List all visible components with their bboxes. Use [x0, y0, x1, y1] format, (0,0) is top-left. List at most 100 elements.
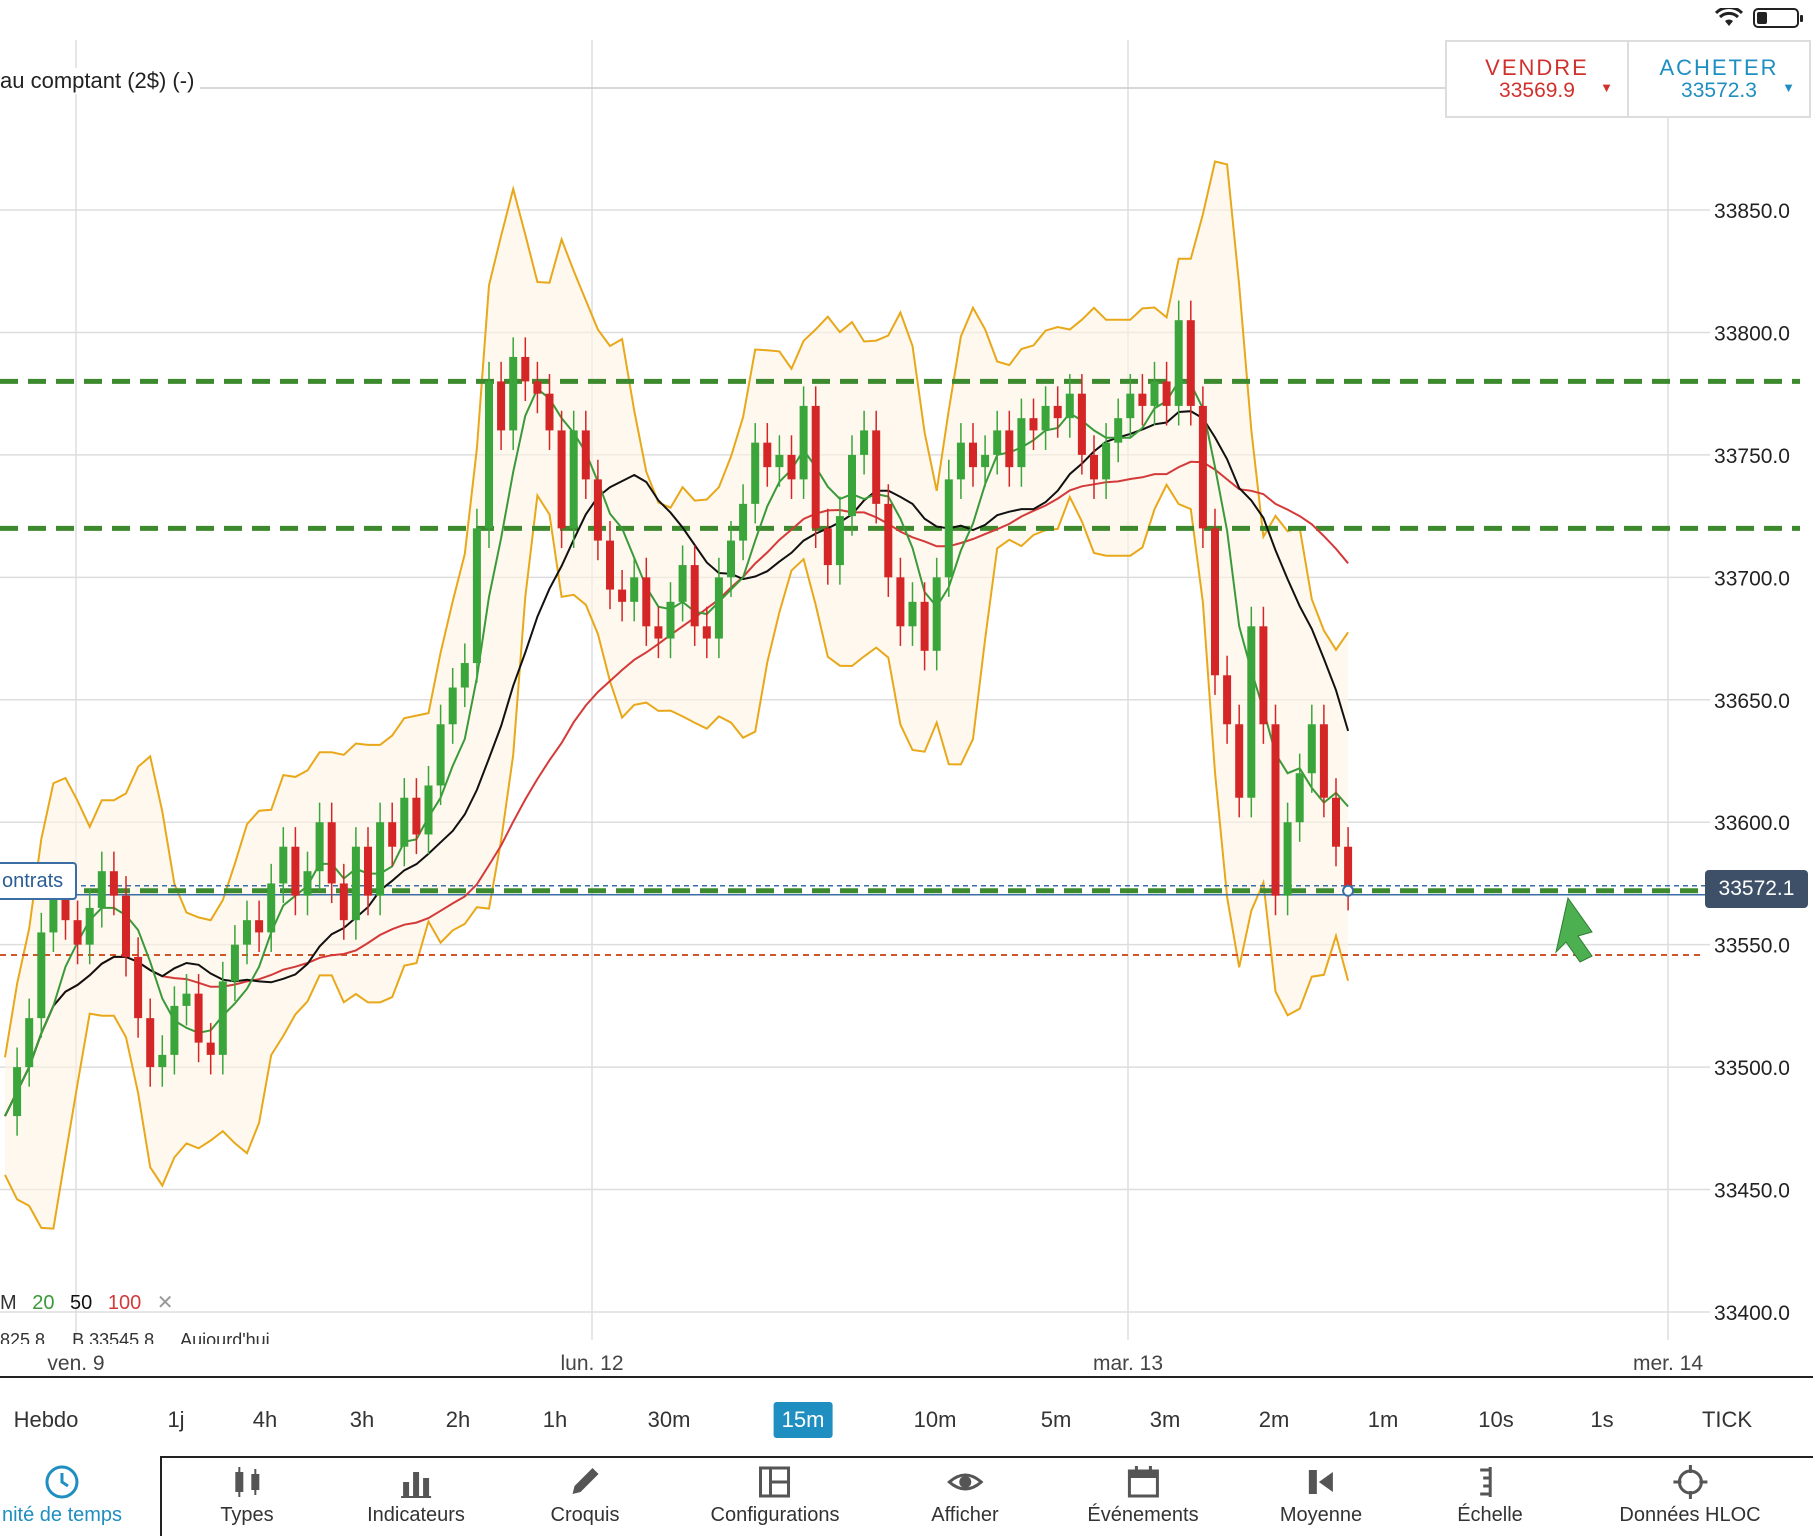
toolbar-clock-button[interactable]: nité de temps: [2, 1464, 122, 1527]
sell-button[interactable]: VENDRE 33569.9 ▼: [1447, 42, 1627, 116]
legend-ma100: 100: [107, 1292, 142, 1314]
candle-body: [932, 577, 941, 651]
toolbar-label: Configurations: [710, 1504, 840, 1526]
y-tick-label: 33600.0: [1714, 812, 1790, 835]
sell-price: 33569.9: [1499, 79, 1575, 102]
timeframe-10s[interactable]: 10s: [1478, 1407, 1514, 1432]
candle-body: [714, 577, 723, 639]
toolbar-bar-chart-button[interactable]: Indicateurs: [367, 1464, 465, 1527]
candle-body: [606, 540, 614, 590]
scale-icon: [1479, 1467, 1492, 1497]
candle-body: [73, 920, 82, 945]
candle-body: [799, 405, 808, 480]
y-tick-label: 33400.0: [1714, 1302, 1790, 1325]
timeframe-1s[interactable]: 1s: [1590, 1407, 1614, 1432]
candle-body: [1029, 418, 1038, 431]
pencil-icon: [572, 1468, 599, 1494]
candle-body: [944, 479, 953, 578]
candle-body: [109, 871, 118, 896]
status-bar: [1715, 8, 1803, 28]
timeframe-2h[interactable]: 2h: [445, 1407, 471, 1432]
y-tick-label: 33650.0: [1714, 690, 1790, 713]
divider: [160, 1456, 162, 1536]
toolbar-scale-button[interactable]: Échelle: [1457, 1464, 1523, 1527]
timeframe-tick[interactable]: TICK: [1701, 1407, 1753, 1432]
candle-body: [1344, 846, 1353, 891]
battery-icon: [1753, 8, 1803, 28]
timeframe-4h[interactable]: 4h: [252, 1407, 278, 1432]
timeframe-10m[interactable]: 10m: [913, 1407, 957, 1432]
candle-body: [182, 993, 191, 1006]
candle-body: [1307, 724, 1316, 774]
position-tag[interactable]: ontrats: [0, 862, 78, 900]
bar-chart-icon: [401, 1472, 431, 1498]
candle-body: [533, 381, 542, 394]
timeframe-1h[interactable]: 1h: [542, 1407, 568, 1432]
toolbar-layout-button[interactable]: Configurations: [710, 1464, 840, 1527]
candle-body: [848, 454, 856, 517]
timeframe-5m[interactable]: 5m: [1040, 1407, 1072, 1432]
candle-body: [388, 822, 397, 847]
ma20-line: [4, 380, 1349, 1117]
y-tick-label: 33550.0: [1714, 935, 1790, 958]
x-tick-label: ven. 9: [47, 1352, 104, 1375]
candle-body: [170, 1005, 179, 1055]
candle-body: [1126, 393, 1135, 419]
candle-body: [521, 356, 530, 382]
candle-body: [1259, 626, 1268, 725]
timeframe-1j[interactable]: 1j: [167, 1407, 185, 1432]
calendar-icon: [1127, 1466, 1159, 1498]
candle-body: [908, 601, 917, 627]
bottom-toolbar: nité de temps Types Indicateurs Croquis Conf…: [0, 1456, 1813, 1536]
candle-body: [557, 430, 566, 529]
candle-body: [884, 503, 893, 578]
candle-body: [642, 577, 651, 627]
buy-label: ACHETER: [1659, 55, 1779, 80]
y-tick-label: 33800.0: [1714, 322, 1790, 345]
down-triangle-icon: ▼: [1600, 80, 1613, 95]
timeframe-15m[interactable]: 15m: [773, 1402, 833, 1438]
toolbar-pencil-button[interactable]: Croquis: [550, 1464, 620, 1527]
candle-body: [134, 956, 143, 1019]
toolbar-calendar-button[interactable]: Événements: [1087, 1464, 1199, 1527]
candle-body: [412, 797, 421, 835]
sell-label: VENDRE: [1485, 55, 1589, 80]
y-tick-label: 33750.0: [1714, 445, 1790, 468]
candles: [13, 300, 1355, 1136]
candle-body: [1295, 773, 1304, 823]
y-tick-label: 33850.0: [1714, 200, 1790, 223]
timeframe-3h[interactable]: 3h: [349, 1407, 375, 1432]
candle-body: [678, 565, 687, 602]
candle-body: [291, 846, 300, 896]
y-tick-label: 33500.0: [1714, 1057, 1790, 1080]
candle-body: [775, 454, 784, 468]
candle-body: [1271, 724, 1280, 896]
chart-grid: [0, 40, 1710, 1340]
toolbar-crosshair-button[interactable]: Données HLOC: [1619, 1464, 1761, 1527]
timeframe-2m[interactable]: 2m: [1258, 1407, 1290, 1432]
candle-body: [61, 895, 70, 921]
candle-body: [630, 577, 639, 602]
timeframe-1m[interactable]: 1m: [1367, 1407, 1399, 1432]
timeframe-3m[interactable]: 3m: [1149, 1407, 1181, 1432]
toolbar-label: nité de temps: [1, 1504, 123, 1526]
candle-body: [581, 430, 590, 480]
candle-body: [279, 846, 288, 884]
hloc-info: 825.8 B 33545.8 Aujourd'hui: [0, 1330, 292, 1344]
toolbar-candles-button[interactable]: Types: [220, 1464, 274, 1527]
price-chart[interactable]: 33850.0 33800.0 33750.0 33700.0 33650.0 33600…: [0, 0, 1813, 1378]
candle-body: [303, 871, 312, 896]
candle-body: [1150, 381, 1159, 406]
candle-body: [981, 454, 990, 468]
candle-body: [339, 883, 348, 921]
candle-body: [424, 785, 433, 835]
toolbar-label: Croquis: [550, 1504, 620, 1526]
toolbar-average-button[interactable]: Moyenne: [1280, 1464, 1362, 1527]
timeframe-hebdo[interactable]: Hebdo: [13, 1407, 79, 1432]
toolbar-eye-button[interactable]: Afficher: [931, 1464, 999, 1527]
candle-body: [593, 479, 602, 541]
remove-indicator-icon[interactable]: ✕: [156, 1292, 174, 1314]
timeframe-30m[interactable]: 30m: [647, 1407, 691, 1432]
candle-body: [1283, 822, 1292, 896]
buy-button[interactable]: ACHETER 33572.3 ▼: [1627, 42, 1809, 116]
